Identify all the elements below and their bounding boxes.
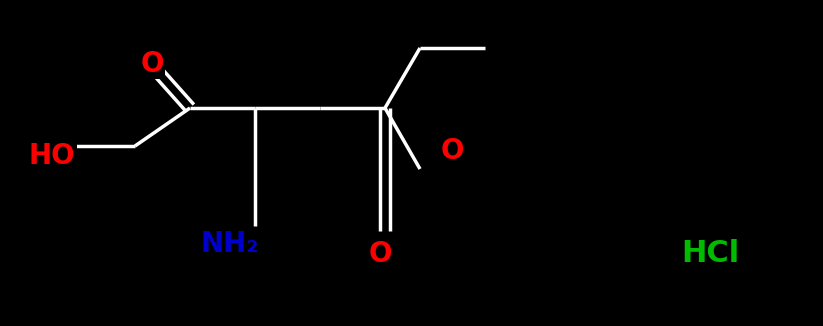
Text: HO: HO [29, 142, 76, 170]
Text: NH₂: NH₂ [201, 230, 259, 258]
Text: HCl: HCl [681, 240, 739, 269]
Text: O: O [440, 137, 463, 165]
Text: O: O [368, 240, 392, 268]
Text: O: O [140, 50, 164, 78]
